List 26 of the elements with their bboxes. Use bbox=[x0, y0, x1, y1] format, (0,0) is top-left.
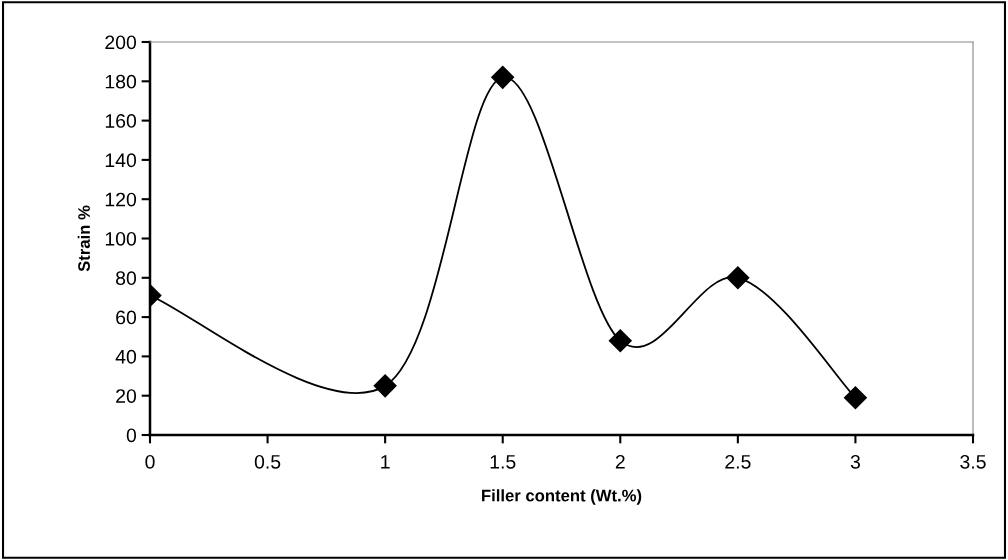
y-tick-label: 160 bbox=[105, 114, 137, 128]
point bbox=[843, 386, 867, 410]
point bbox=[608, 329, 632, 353]
x-tick-label: 3.5 bbox=[960, 454, 986, 469]
y-tick-label: 40 bbox=[115, 349, 137, 364]
x-tick-label: 2 bbox=[615, 454, 625, 469]
y-tick-label: 0 bbox=[126, 428, 137, 443]
y-axis-title: Strain % bbox=[77, 205, 90, 272]
y-tick-label: 180 bbox=[105, 74, 137, 89]
y-tick-label: 60 bbox=[116, 310, 137, 325]
x-tick-label: 1.5 bbox=[490, 455, 516, 469]
y-tick-label: 100 bbox=[105, 231, 137, 246]
point bbox=[491, 65, 515, 89]
y-tick-label: 20 bbox=[116, 389, 137, 403]
x-tick-label: 2.5 bbox=[725, 454, 751, 469]
x-axis-title: Filler content (Wt.%) bbox=[482, 489, 642, 505]
point bbox=[726, 266, 750, 290]
y-tick-label: 140 bbox=[105, 153, 137, 168]
x-tick-label: 1 bbox=[381, 455, 390, 469]
y-tick-label: 200 bbox=[105, 35, 137, 50]
y-tick-label: 80 bbox=[116, 271, 137, 286]
y-tick-label: 120 bbox=[105, 192, 137, 207]
x-tick-label: 0 bbox=[145, 454, 155, 469]
point bbox=[373, 374, 397, 398]
x-tick-label: 3 bbox=[850, 454, 860, 469]
x-tick-label: 0.5 bbox=[254, 454, 281, 469]
